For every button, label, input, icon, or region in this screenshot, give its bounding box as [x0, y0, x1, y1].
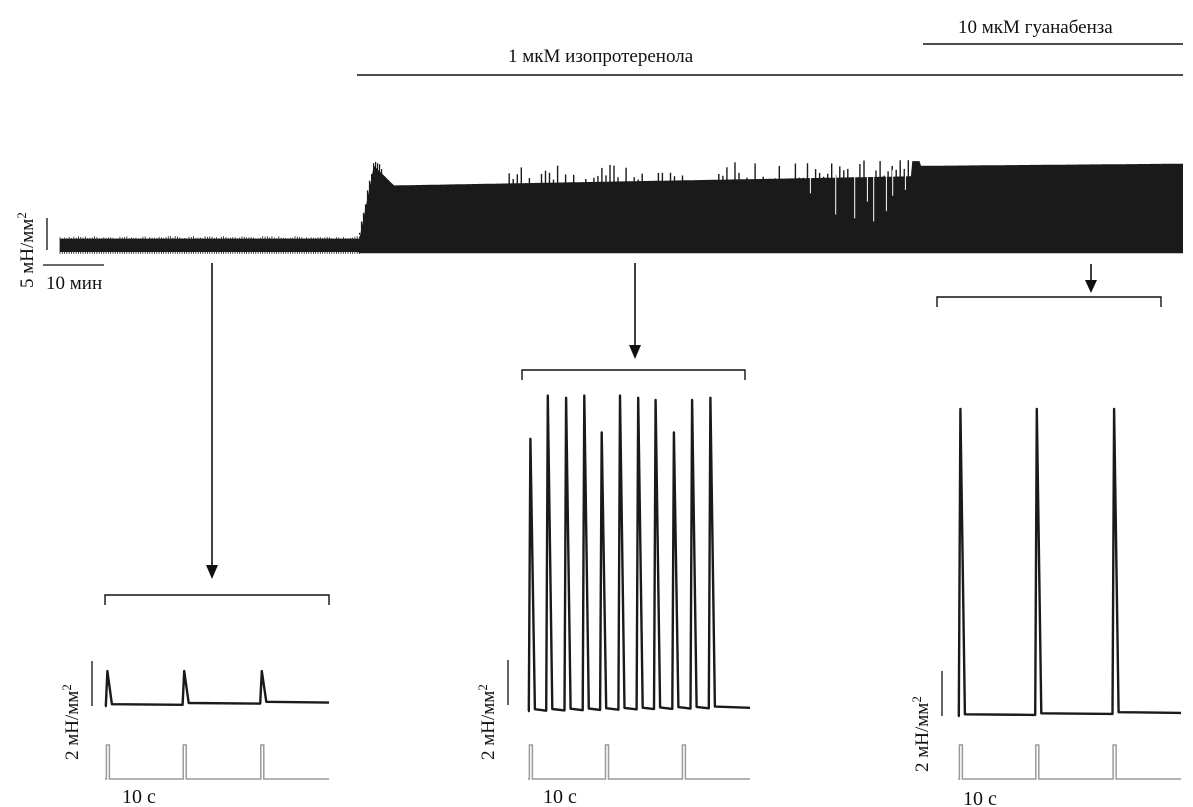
guanabenz-label: 10 мкМ гуанабенза	[958, 17, 1113, 38]
panel-peak	[654, 399, 657, 401]
panel-peak	[600, 431, 603, 434]
panel-isoproterenol	[527, 394, 751, 780]
panel-baseline	[104, 669, 330, 780]
panel-peak	[183, 670, 185, 672]
panel-peak	[619, 394, 621, 397]
panel-peak	[1113, 408, 1115, 410]
panel-baseline-time-label: 10 с	[122, 786, 156, 807]
panel-peak	[583, 394, 586, 397]
arrow-baseline	[206, 263, 218, 579]
overview-time-label: 10 мин	[46, 273, 102, 294]
panel-force-trace	[104, 669, 330, 708]
panel-baseline-force-label: 2 мН/мм2	[59, 684, 84, 760]
panel-guanabenz-time-label: 10 с	[963, 788, 997, 807]
panel-isoproterenol-time-label: 10 с	[543, 786, 577, 807]
overview-trace-body	[60, 161, 1183, 254]
panel-force-trace	[957, 407, 1182, 718]
bracket-isoproterenol	[521, 369, 746, 380]
panel-peak	[106, 670, 109, 672]
panel-peak	[673, 431, 675, 434]
overview-trace	[59, 160, 1183, 254]
panel-guanabenz-force-label: 2 мН/мм2	[909, 696, 934, 772]
overview-force-label: 5 мН/мм2	[14, 212, 39, 288]
panel-peak	[547, 394, 549, 397]
panel-stimulus-trace	[105, 744, 329, 780]
panel-isoproterenol-force-label: 2 мН/мм2	[475, 684, 500, 760]
arrow-guanabenz	[1085, 264, 1097, 293]
bracket-guanabenz	[936, 296, 1162, 307]
panel-stimulus-trace	[528, 744, 750, 780]
isoproterenol-label: 1 мкМ изопротеренола	[508, 46, 694, 67]
panel-stimulus-trace	[958, 744, 1181, 780]
arrow-isoproterenol	[629, 263, 641, 359]
panel-peak	[261, 670, 263, 672]
panel-guanabenz	[957, 407, 1182, 780]
panel-peak	[691, 399, 693, 401]
panel-peak	[959, 408, 962, 410]
panel-peak	[637, 397, 639, 399]
panel-peak	[709, 397, 712, 399]
panel-peak	[529, 438, 532, 440]
panel-force-trace	[527, 394, 751, 713]
panel-peak	[1036, 408, 1038, 410]
panel-peak	[565, 397, 567, 399]
bracket-baseline	[104, 594, 330, 605]
